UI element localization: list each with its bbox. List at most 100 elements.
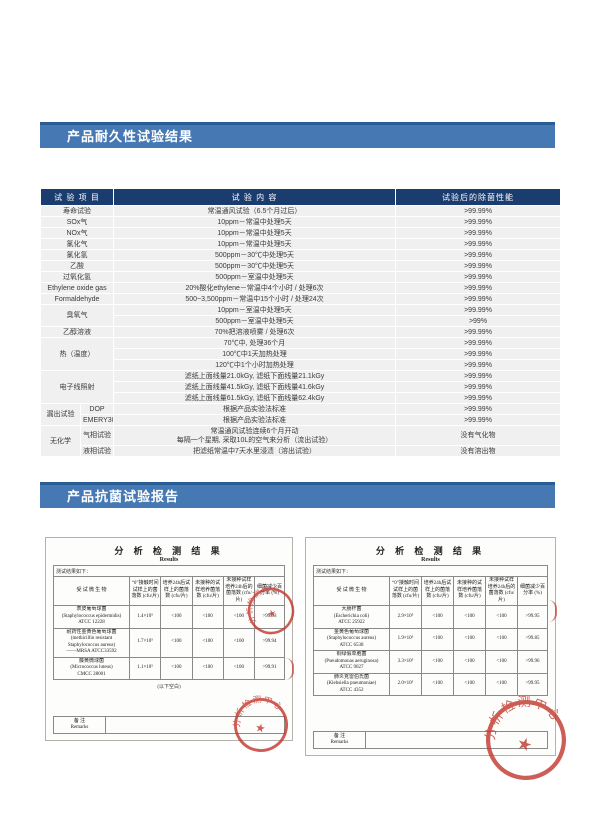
count-c24: <100 bbox=[222, 605, 256, 629]
table-row: 过氧化氢 500ppm－室温中处理5天 >99.99% bbox=[39, 271, 562, 283]
reduction-pct: >99.96 bbox=[517, 650, 548, 674]
cert-result-table: 受 试 微 生 物 “0”接触时间试样上的菌落数 (cfu/片) 培养24h后试… bbox=[313, 576, 548, 696]
organism-name: 铜绿假单胞菌 (Pseudomonas aeruginosa) ATCC 902… bbox=[313, 650, 390, 674]
count-t0: 1.7×10⁵ bbox=[128, 627, 162, 658]
count-t0: 2.0×10⁵ bbox=[389, 672, 422, 696]
organism-name: 表皮葡萄球菌 (Staphylococcus epidermidis) ATCC… bbox=[53, 605, 130, 629]
count-c0: <100 bbox=[191, 656, 224, 680]
antibacterial-report-right: 分 析 检 测 结 果 Results 测试结果如下： 受 试 微 生 物 “0… bbox=[305, 537, 568, 780]
reduction-pct: >99.85 bbox=[517, 627, 548, 651]
count-c0: <100 bbox=[453, 605, 486, 629]
table-row: NOx气 10ppm－常温中处理5天 >99.99% bbox=[39, 227, 562, 239]
test-result: >99.99% bbox=[395, 326, 562, 338]
test-result: >99.99% bbox=[395, 359, 562, 371]
count-t24: <100 bbox=[421, 605, 454, 629]
count-t24: <100 bbox=[160, 605, 193, 629]
test-item: 氯化氢 bbox=[39, 249, 115, 261]
antibacterial-report-left: 分 析 检 测 结 果 Results 测试结果如下： 受 试 微 生 物 “0… bbox=[45, 537, 295, 752]
table-row: 电子线照射 滤纸上面线量21.0kGy, 滤纸下面线量21.1kGy >99.9… bbox=[39, 370, 562, 404]
table-row: 乙酸 500ppm－30℃中处理5天 >99.99% bbox=[39, 260, 562, 272]
cert-title: 分 析 检 测 结 果 bbox=[375, 546, 486, 556]
remarks-row: 备 注 Remarks bbox=[313, 731, 548, 749]
test-content: 500ppm－30℃中处理5天 bbox=[113, 260, 397, 272]
test-result: >99.99% bbox=[395, 205, 562, 217]
test-content: 滤纸上面线量61.5kGy, 滤纸下面线量62.4kGy bbox=[113, 392, 397, 404]
test-item: 漏出试验 bbox=[40, 403, 81, 426]
table-row: Ethylene oxide gas 20%酸化ethylene－常温中4个小时… bbox=[39, 282, 562, 294]
table-row: SOx气 10ppm－常温中处理5天 >99.99% bbox=[39, 216, 562, 228]
col-header-pct: 细菌减少百分率 (%) bbox=[254, 576, 285, 606]
reduction-pct: >99.95 bbox=[517, 672, 548, 696]
cert-subtitle: Results bbox=[159, 557, 179, 563]
cert-title: 分 析 检 测 结 果 bbox=[114, 546, 224, 556]
table-row: 120℃中1个小时加热处理 >99.99% bbox=[41, 359, 562, 371]
test-result: >99.99% bbox=[395, 348, 562, 360]
test-item: 氯化气 bbox=[39, 238, 115, 250]
reduction-pct: >99.95 bbox=[517, 605, 548, 629]
organism-name: 大肠杆菌 (Escherichia coli) ATCC 25922 bbox=[313, 605, 390, 629]
count-c0: <100 bbox=[191, 627, 224, 658]
table-row: EMERY3004 根据产品实验法标准 >99.99% bbox=[41, 414, 562, 426]
test-content: 滤纸上面线量41.5kGy, 滤纸下面线量41.6kGy bbox=[113, 381, 397, 393]
durability-test-table: 试 验 项 目 试 验 内 容 试验后的除菌性能 寿命试验 常温通风试验（6.5… bbox=[39, 188, 562, 457]
reduction-pct: >99.93 bbox=[254, 605, 285, 629]
col-header-c24: 未接种试样培养24h后的菌落数 (cfu/片) bbox=[222, 576, 256, 606]
test-item: 过氧化氢 bbox=[39, 271, 115, 283]
test-result: >99.99% bbox=[395, 381, 562, 393]
test-result: >99.99% bbox=[395, 227, 562, 239]
test-result: >99.99% bbox=[395, 293, 562, 305]
test-item: SOx气 bbox=[39, 216, 115, 228]
cert-row: 表皮葡萄球菌 (Staphylococcus epidermidis) ATCC… bbox=[53, 605, 285, 629]
test-content: 常温通风试验（6.5个月过后） bbox=[113, 205, 397, 217]
table-row: 滤纸上面线量41.5kGy, 滤纸下面线量41.6kGy >99.99% bbox=[41, 381, 562, 393]
test-content: 100℃中1天加热处理 bbox=[113, 348, 397, 360]
test-result: >99.99% bbox=[395, 337, 562, 349]
reduction-pct: >99.91 bbox=[254, 656, 285, 680]
count-t0: 1.4×10⁵ bbox=[128, 605, 162, 629]
cert-row: 金黄色葡萄球菌 (Staphylococcus aureus) ATCC 653… bbox=[313, 627, 548, 651]
section-header-durability: 产品耐久性试验结果 bbox=[40, 122, 555, 148]
col-header-test-item: 试 验 项 目 bbox=[39, 188, 115, 206]
count-t24: <100 bbox=[421, 672, 454, 696]
test-sub-item: 气相试验 bbox=[79, 425, 115, 446]
col-header-organism: 受 试 微 生 物 bbox=[53, 576, 130, 606]
test-item: 臭氧气 bbox=[39, 304, 115, 327]
cert-subtitle: Results bbox=[421, 557, 440, 563]
table-row: 液相试验 把滤纸常温中7天水里浸渍（溶出试验） 没有溶出物 bbox=[41, 445, 562, 457]
table-row: 无化学 气相试验 常温通风试验连续6个月开动 每隔一个星期, 采取10L的空气来… bbox=[40, 425, 562, 457]
table-row: Formaldehyde 500~3,500ppm－常温中15个小时 / 处理2… bbox=[39, 293, 562, 305]
table-row: 臭氧气 10ppm－室温中处理5天 >99.99% bbox=[39, 304, 562, 327]
test-content: 500ppm－30℃中处理5天 bbox=[113, 249, 397, 261]
test-content: 500ppm－室温中处理5天 bbox=[113, 315, 397, 327]
count-c0: <100 bbox=[191, 605, 224, 629]
test-result: >99.99% bbox=[395, 260, 562, 272]
test-result: >99% bbox=[395, 315, 562, 327]
test-result: >99.99% bbox=[395, 392, 562, 404]
table-row: 乙醇溶液 70%把溶液喷雾 / 处理6次 >99.99% bbox=[39, 326, 562, 338]
count-t0: 2.9×10⁵ bbox=[389, 605, 422, 629]
test-result: >99.99% bbox=[395, 403, 562, 415]
remarks-value bbox=[105, 716, 285, 734]
count-t0: 3.3×10⁵ bbox=[389, 650, 422, 674]
col-header-t0: “0”接触时间试样上的菌落数 (cfu/片) bbox=[128, 576, 162, 606]
test-content: 10ppm－常温中处理5天 bbox=[113, 227, 397, 239]
test-result: >99.99% bbox=[395, 282, 562, 294]
test-item: Ethylene oxide gas bbox=[39, 282, 115, 294]
col-header-c24: 未接种试样培养24h后的菌落数 (cfu/片) bbox=[485, 576, 518, 606]
test-result: >99.99% bbox=[395, 304, 562, 316]
test-content: 500ppm－室温中处理5天 bbox=[113, 271, 397, 283]
count-t0: 1.9×10⁵ bbox=[389, 627, 422, 651]
cert-note: 测试结果如下： bbox=[313, 565, 548, 576]
organism-name: 藤黄微球菌 (Micrococcus luteus) CMCC 28001 bbox=[53, 656, 130, 680]
count-t24: <100 bbox=[421, 650, 454, 674]
col-header-c0: 未接种的试样培养菌落数 (cfu/片) bbox=[453, 576, 486, 606]
table-row: 氯化氢 500ppm－30℃中处理5天 >99.99% bbox=[39, 249, 562, 261]
count-t0: 1.1×10⁵ bbox=[128, 656, 162, 680]
test-content: 常温通风试验连续6个月开动 每隔一个星期, 采取10L的空气来分析（流出试验） bbox=[113, 425, 397, 446]
test-item: 热（温度） bbox=[39, 337, 115, 371]
test-result: >99.99% bbox=[395, 216, 562, 228]
organism-name: 耐药性金黄色葡萄球菌 (methicillin resistant Staphy… bbox=[53, 627, 130, 658]
table-header-row: 试 验 项 目 试 验 内 容 试验后的除菌性能 bbox=[39, 188, 562, 206]
test-content: 120℃中1个小时加热处理 bbox=[113, 359, 397, 371]
